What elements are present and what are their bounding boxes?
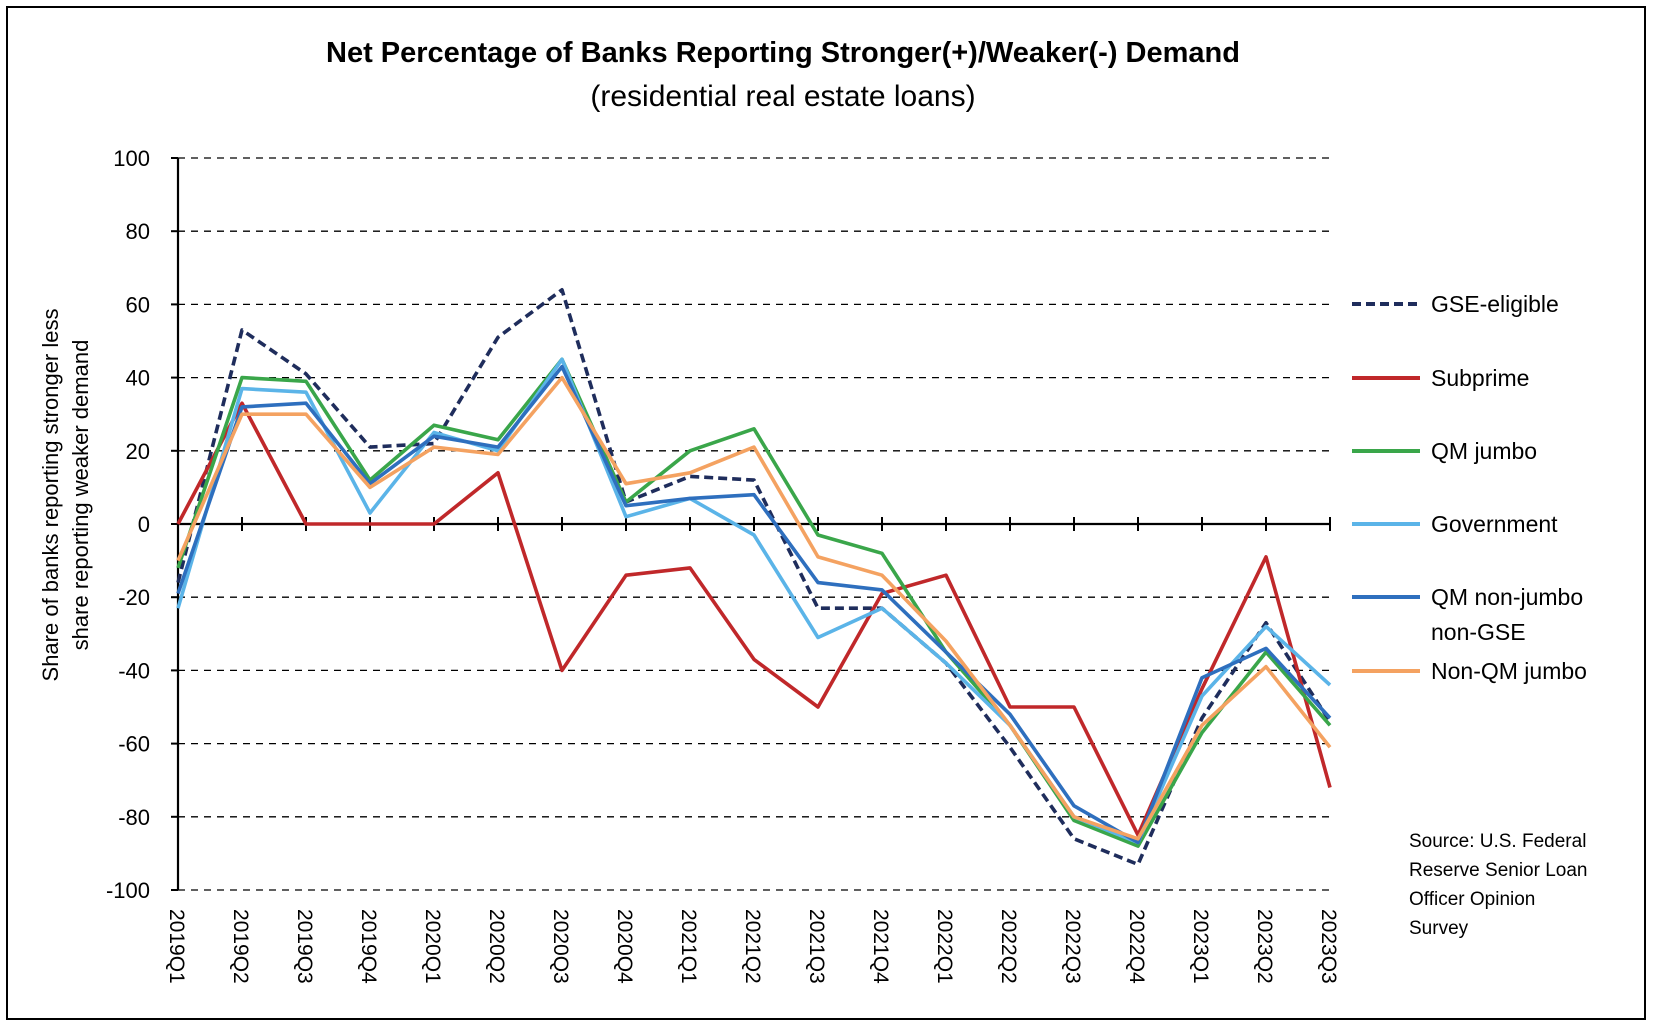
x-tick-label: 2021Q1	[677, 909, 700, 984]
series-line	[176, 357, 1332, 848]
x-tick-label: 2021Q4	[869, 909, 892, 984]
x-tick-label: 2023Q2	[1253, 909, 1276, 984]
legend-label: Subprime	[1431, 365, 1529, 391]
x-tick-labels: 2019Q1 2019Q2 2019Q3 2019Q4 2020Q1 2020Q2 2020…	[165, 909, 1340, 984]
chart-frame	[6, 6, 1646, 1020]
x-tick-label: 2020Q3	[549, 909, 572, 984]
legend-label: Government	[1431, 511, 1558, 537]
x-tick-label: 2019Q1	[165, 909, 188, 984]
legend: GSE-eligible Subprime QM jumbo Government QM…	[1352, 291, 1587, 684]
y-axis-label-line-2: share reporting weaker demand	[68, 340, 93, 651]
gridlines	[178, 157, 1330, 891]
x-tick-label: 2021Q2	[741, 909, 764, 984]
series-line	[176, 364, 1332, 845]
x-tick-label: 2022Q2	[997, 909, 1020, 984]
y-tick-label: 0	[138, 512, 150, 537]
series-line	[176, 401, 1332, 837]
x-tick-label: 2020Q4	[613, 909, 636, 984]
source-note: Source: U.S. Federal Reserve Senior Loan O…	[1409, 831, 1588, 939]
source-line: Survey	[1409, 918, 1469, 939]
legend-label: QM non-jumbo	[1431, 584, 1583, 610]
x-tick-label: 2022Q1	[933, 909, 956, 984]
series-line	[176, 287, 1332, 867]
legend-label: non-GSE	[1431, 619, 1526, 645]
series-lines	[176, 287, 1332, 867]
y-tick-label: -100	[106, 878, 150, 903]
x-tick-label: 2022Q4	[1125, 909, 1148, 984]
x-tick-label: 2020Q2	[485, 909, 508, 984]
legend-label: QM jumbo	[1431, 438, 1537, 464]
y-axis-label: Share of banks reporting stronger less s…	[38, 309, 93, 682]
y-axis-label-line-1: Share of banks reporting stronger less	[38, 309, 63, 682]
x-tick-label: 2022Q3	[1061, 909, 1084, 984]
y-tick-label: 80	[126, 219, 150, 244]
x-tick-label: 2019Q4	[357, 909, 380, 984]
y-tick-label: 100	[113, 146, 150, 171]
x-tick-label: 2023Q1	[1189, 909, 1212, 984]
chart-subtitle: (residential real estate loans)	[590, 80, 975, 113]
y-tick-labels: 100 80 60 40 20 0 -20 -40 -60 -80 -100	[106, 146, 150, 903]
x-tick-label: 2019Q2	[229, 909, 252, 984]
y-tick-label: 40	[126, 366, 150, 391]
series-line	[176, 375, 1332, 841]
y-tick-label: -20	[118, 585, 150, 610]
source-line: Reserve Senior Loan	[1409, 860, 1588, 881]
source-line: Source: U.S. Federal	[1409, 831, 1586, 852]
x-tick-label: 2021Q3	[805, 909, 828, 984]
chart-title: Net Percentage of Banks Reporting Strong…	[326, 37, 1240, 69]
y-tick-label: 20	[126, 439, 150, 464]
y-tick-label: -80	[118, 805, 150, 830]
y-tick-label: -60	[118, 732, 150, 757]
y-tick-label: 60	[126, 292, 150, 317]
x-tick-label: 2019Q3	[293, 909, 316, 984]
legend-label: GSE-eligible	[1431, 291, 1559, 317]
x-tick-label: 2023Q3	[1317, 909, 1340, 984]
source-line: Officer Opinion	[1409, 889, 1535, 910]
x-tick-label: 2020Q1	[421, 909, 444, 984]
y-tick-label: -40	[118, 658, 150, 683]
legend-label: Non-QM jumbo	[1431, 658, 1587, 684]
